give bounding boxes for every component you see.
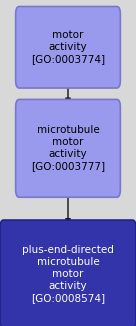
FancyBboxPatch shape (0, 220, 136, 326)
Text: motor
activity
[GO:0003774]: motor activity [GO:0003774] (31, 30, 105, 64)
FancyBboxPatch shape (16, 99, 120, 197)
Text: plus-end-directed
microtubule
motor
activity
[GO:0008574]: plus-end-directed microtubule motor acti… (22, 245, 114, 303)
FancyBboxPatch shape (16, 7, 120, 88)
Text: microtubule
motor
activity
[GO:0003777]: microtubule motor activity [GO:0003777] (31, 125, 105, 171)
